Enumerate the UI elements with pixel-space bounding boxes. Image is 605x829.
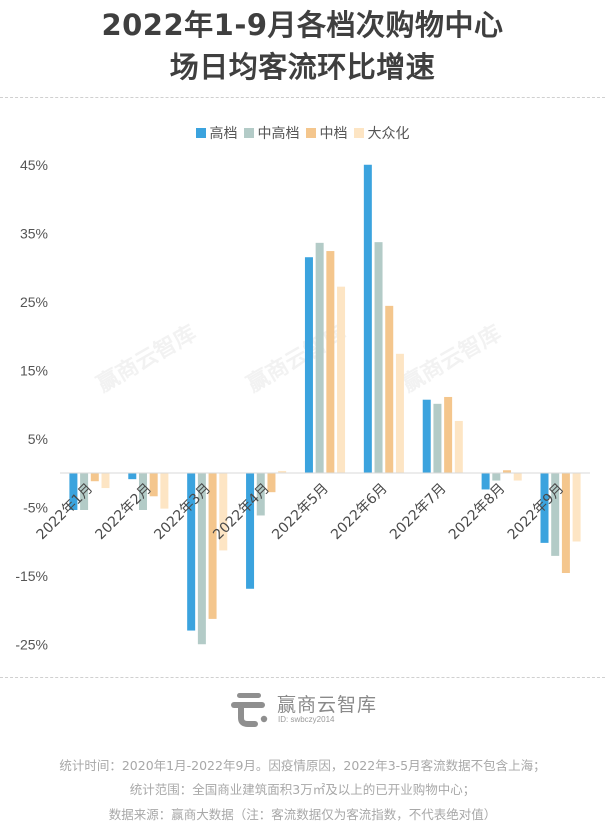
watermark-text: 赢商云智库 <box>397 320 505 398</box>
bar-1-2 <box>197 473 206 645</box>
bar-2-4 <box>326 251 335 473</box>
brand-id: ID: swbczy2014 <box>278 715 335 724</box>
bars <box>69 164 581 645</box>
bar-0-8 <box>540 473 549 543</box>
bar-3-7 <box>513 473 522 481</box>
legend-swatch <box>195 128 206 138</box>
x-tick-label: 2022年2月 <box>93 481 156 544</box>
watermark-text: 赢商云智库 <box>92 320 200 398</box>
x-tick-label: 2022年5月 <box>269 481 332 544</box>
legend-swatch <box>353 128 364 138</box>
y-axis: 45% 35% 25% 15% 5% -5% -15% -25% <box>15 157 48 653</box>
legend-item-high: 高档 <box>195 123 238 143</box>
bar-3-4 <box>337 286 346 473</box>
bar-1-1 <box>138 473 147 510</box>
bar-1-3 <box>256 473 265 516</box>
y-tick-label: -15% <box>15 568 48 584</box>
legend-item-mass: 大众化 <box>353 123 410 143</box>
watermark-layer: 赢商云智库 赢商云智库 赢商云智库 <box>92 320 505 398</box>
bar-0-4 <box>304 257 313 473</box>
bar-1-5 <box>374 242 383 473</box>
legend: 高档 中高档 中档 大众化 <box>0 123 605 143</box>
bar-0-3 <box>246 473 255 589</box>
bar-3-6 <box>454 420 463 473</box>
legend-label: 高档 <box>209 126 238 142</box>
x-tick-label: 2022年6月 <box>328 481 391 544</box>
bar-0-1 <box>128 473 137 480</box>
bar-3-2 <box>219 473 228 551</box>
legend-item-mid: 中档 <box>305 123 348 143</box>
bar-1-0 <box>80 473 89 510</box>
x-tick-label: 2022年7月 <box>387 481 450 544</box>
bar-1-4 <box>315 242 324 473</box>
bar-2-5 <box>385 305 394 473</box>
bar-3-3 <box>278 470 287 473</box>
chart-title-line-1: 2022年1-9月各档次购物中心 <box>101 8 504 42</box>
y-tick-label: 45% <box>20 157 48 173</box>
bar-0-2 <box>187 473 196 631</box>
legend-label: 中档 <box>319 126 348 142</box>
note-scope: 统计范围：全国商业建筑面积3万㎡及以上的已开业购物中心； <box>129 782 476 797</box>
y-tick-label: 15% <box>20 362 48 378</box>
bar-2-6 <box>444 396 453 473</box>
note-time-range: 统计时间：2020年1月-2022年9月。因疫情原因，2022年3-5月客流数据… <box>59 758 546 773</box>
legend-item-mid-high: 中高档 <box>243 123 300 143</box>
bar-2-8 <box>561 473 570 574</box>
bar-1-8 <box>551 473 560 556</box>
bar-0-0 <box>69 473 78 510</box>
bar-2-7 <box>503 470 512 473</box>
top-divider <box>0 97 605 98</box>
y-tick-label: 5% <box>28 431 48 447</box>
bar-1-7 <box>492 473 501 481</box>
bottom-divider <box>0 677 605 678</box>
brand-logo-icon <box>231 693 268 727</box>
bar-2-0 <box>90 473 99 482</box>
bar-3-5 <box>395 353 404 473</box>
bar-3-1 <box>160 473 169 509</box>
chart-title-line-2: 场日均客流环比增速 <box>169 50 436 84</box>
note-source: 数据来源：赢商大数据（注：客流数据仅为客流指数，不代表绝对值） <box>108 807 497 822</box>
bar-3-0 <box>101 473 110 489</box>
y-tick-label: -25% <box>15 636 48 652</box>
bar-2-1 <box>149 473 158 497</box>
y-tick-label: -5% <box>23 499 48 515</box>
bar-2-3 <box>267 473 276 493</box>
bar-0-6 <box>422 399 431 473</box>
legend-label: 中高档 <box>257 126 300 142</box>
y-tick-label: 35% <box>20 225 48 241</box>
x-tick-label: 2022年8月 <box>446 481 509 544</box>
y-tick-label: 25% <box>20 294 48 310</box>
x-axis: 2022年1月2022年2月2022年3月2022年4月2022年5月2022年… <box>34 481 568 544</box>
bar-0-7 <box>481 473 490 490</box>
bar-1-6 <box>433 403 442 473</box>
bar-0-5 <box>363 164 372 473</box>
brand-name: 赢商云智库 <box>277 694 378 716</box>
legend-swatch <box>305 128 316 138</box>
watermark-text: 赢商云智库 <box>242 320 350 398</box>
legend-swatch <box>243 128 254 138</box>
bar-3-8 <box>572 473 581 542</box>
bar-2-2 <box>208 473 217 619</box>
legend-label: 大众化 <box>367 126 410 142</box>
